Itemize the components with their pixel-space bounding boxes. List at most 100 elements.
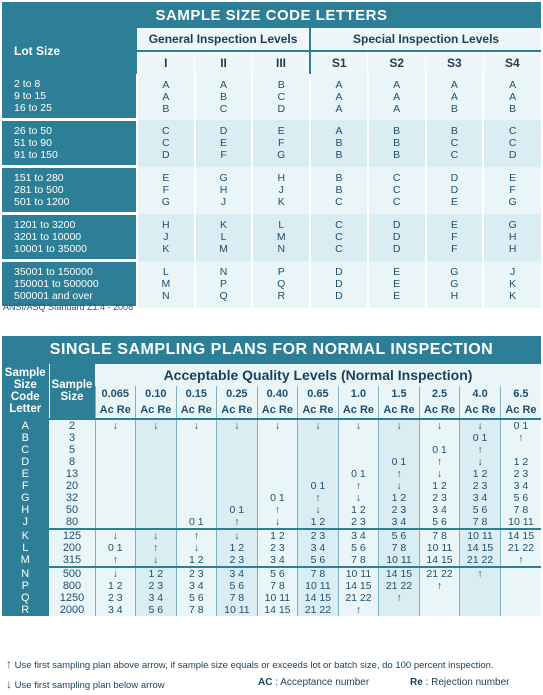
plan-cell (135, 468, 177, 480)
plan-cell (135, 444, 177, 456)
plan-cell: 14 15 (378, 566, 420, 580)
plan-cell: ↑ (216, 516, 258, 529)
re-label: Re (359, 404, 375, 416)
lot-size-group: 26 to 50 51 to 90 91 to 150 C C D D E F E F G A B B B B B… (2, 119, 541, 168)
code-letter: B (335, 137, 343, 149)
ac-re-header: Ac Re (499, 402, 541, 419)
plan-cell: 7 8 (337, 554, 379, 567)
plan-cell (459, 592, 501, 604)
legend-up: ↑ Use first sampling plan above arrow, i… (6, 657, 494, 671)
plan-cell: ↑ (175, 528, 217, 542)
plan-cell (216, 444, 258, 456)
plan-cell: ↓ (94, 528, 136, 542)
plan-cell: ↑ (459, 444, 501, 456)
ac-re-header: Ac Re (216, 402, 258, 419)
plan-cell (459, 580, 501, 592)
lot-size-range: 3201 to 10000 (14, 231, 82, 243)
code-letter: J (278, 184, 284, 196)
plan-cell: ↓ (459, 456, 501, 468)
lot-size-range: 35001 to 150000 (14, 266, 93, 278)
code-letter: G (161, 196, 170, 208)
plan-cell (216, 480, 258, 492)
code-letter: G (450, 278, 459, 290)
code-letter: C (335, 219, 343, 231)
plan-cell (256, 456, 298, 468)
code-letter: B (335, 149, 343, 161)
code-letter: C (335, 196, 343, 208)
plan-cell: ↓ (94, 566, 136, 580)
plan-cell: ↓ (135, 554, 177, 567)
plan-cell (135, 492, 177, 504)
sample-size-cell: 13 (48, 468, 95, 480)
plan-cell: 0 1 (94, 542, 136, 554)
code-letter: A (162, 78, 170, 91)
plan-cell: ↑ (337, 604, 379, 616)
plan-cell: ↓ (378, 418, 420, 432)
code-letter: D (450, 172, 459, 184)
code-letter: L (278, 219, 285, 231)
plan-cell: ↑ (499, 432, 541, 444)
plan-cell: 5 6 (297, 554, 339, 567)
code-letter: A (220, 78, 228, 91)
plan-cell: 5 6 (499, 492, 541, 504)
plan-cell: 3 4 (135, 592, 177, 604)
plan-cell (297, 468, 339, 480)
plan-cell: ↓ (216, 418, 258, 432)
plan-cell: 21 22 (418, 566, 460, 580)
code-letter: C (219, 102, 228, 115)
code-letter: D (335, 290, 343, 302)
plan-cell: 3 4 (94, 604, 136, 616)
code-letter-cell: E (2, 468, 49, 480)
re-label: Re (400, 404, 415, 416)
code-letter: G (277, 149, 286, 161)
plan-cell: 7 8 (297, 566, 339, 580)
ac-label: Ac (302, 404, 317, 416)
code-letter: B (277, 78, 285, 91)
aql-value: 2.5 (418, 386, 460, 402)
re-legend: Re : Rejection number (410, 677, 510, 688)
aql-value: 0.10 (135, 386, 177, 402)
code-letter: C (450, 137, 459, 149)
code-letter: F (509, 184, 516, 196)
plan-cell: ↑ (499, 554, 541, 567)
lot-size-range: 501 to 1200 (14, 196, 70, 208)
code-letter: R (277, 290, 286, 302)
code-letter: P (220, 278, 228, 290)
legend-down: ↓ Use first sampling plan below arrow (6, 677, 165, 691)
plan-cell: 1 2 (337, 504, 379, 516)
aql-value: 0.065 (94, 386, 136, 402)
ac-label: Ac (464, 404, 479, 416)
plan-cell (337, 456, 379, 468)
plan-cell (378, 604, 420, 616)
lot-size-range: 150001 to 500000 (14, 278, 99, 290)
plan-cell (175, 444, 217, 456)
up-arrow-icon: ↑ (6, 657, 12, 671)
code-letter: G (508, 196, 517, 208)
plan-cell: 10 11 (378, 554, 420, 567)
plan-cell: ↓ (256, 418, 298, 432)
code-letter: K (509, 278, 517, 290)
lot-size-group: 1201 to 3200 3201 to 10000 10001 to 35000 H… (2, 213, 541, 262)
plan-cell (175, 504, 217, 516)
code-letter: C (450, 149, 459, 161)
plan-cell: ↓ (175, 542, 217, 554)
lot-size-range: 51 to 90 (14, 137, 52, 149)
plan-cell: ↓ (216, 528, 258, 542)
plan-cell: 2 3 (337, 516, 379, 529)
code-letter: B (220, 90, 228, 103)
lot-size-cell: 1201 to 3200 3201 to 10000 10001 to 35000 (2, 213, 137, 262)
plan-cell: 2 3 (418, 492, 460, 504)
code-letter: J (220, 196, 227, 208)
ac-text: : Acceptance number (275, 677, 370, 688)
code-letter: E (393, 266, 401, 278)
